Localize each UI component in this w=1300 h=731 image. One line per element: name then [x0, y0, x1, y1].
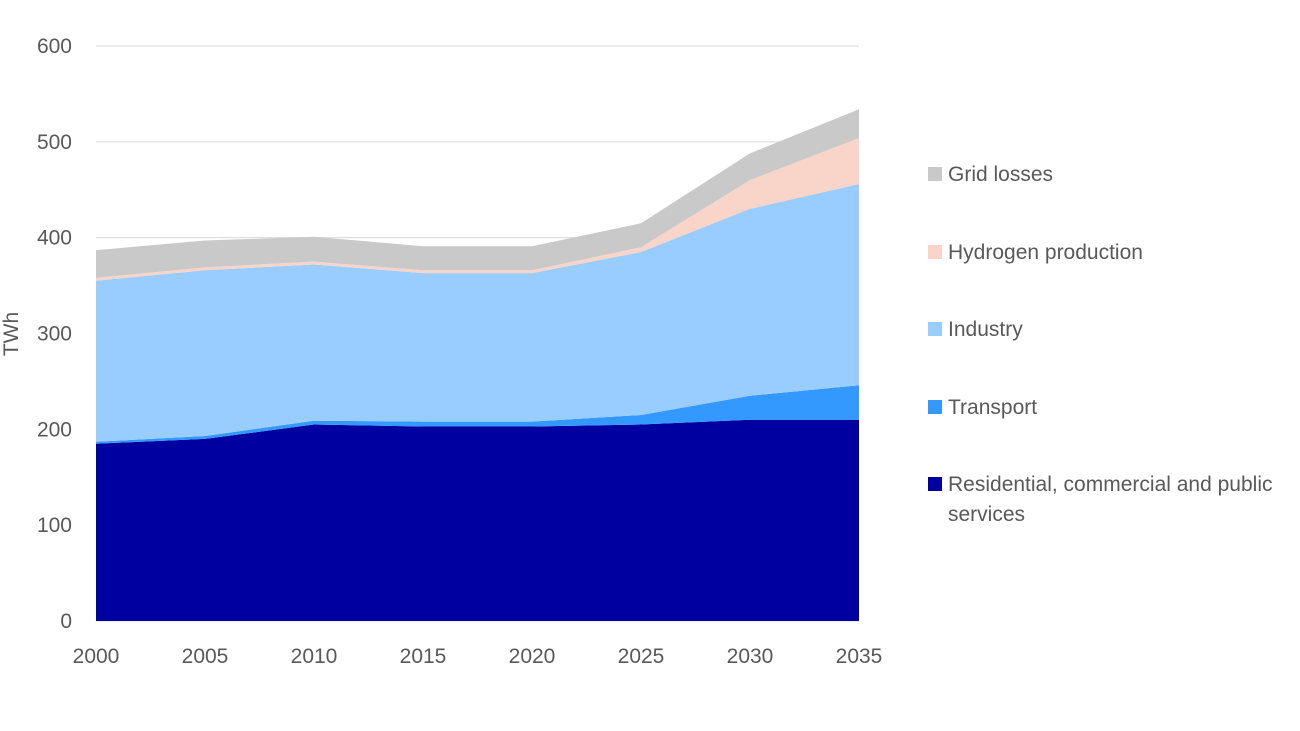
x-tick-label: 2015	[400, 645, 447, 668]
legend-item: Hydrogen production	[928, 238, 1300, 268]
area-series-grid-losses	[96, 109, 859, 278]
legend-label: Residential, commercial and public servi…	[948, 473, 1273, 526]
y-tick-label: 400	[37, 227, 72, 250]
legend-item: Transport	[928, 393, 1300, 423]
area-series-residential-commercial-and-public-services	[96, 419, 859, 621]
y-tick-label: 300	[37, 323, 72, 346]
x-tick-label: 2010	[291, 645, 338, 668]
y-axis-title: TWh	[0, 312, 23, 356]
legend-label: Industry	[948, 318, 1023, 341]
x-tick-label: 2005	[182, 645, 229, 668]
legend-swatch	[928, 322, 942, 336]
legend-label: Transport	[948, 395, 1038, 419]
area-series-transport	[96, 385, 859, 444]
x-axis-tick-labels: 2000 2005 2010 2015 2020 2025 2030 2035	[73, 645, 883, 668]
legend-swatch	[928, 244, 942, 259]
legend-label: Hydrogen production	[948, 240, 1143, 264]
legend-item: Residential, commercial and public servi…	[928, 470, 1300, 530]
x-tick-label: 2035	[836, 645, 883, 668]
y-tick-label: 100	[37, 514, 72, 537]
legend-swatch	[928, 477, 942, 491]
area-series-hydrogen-production	[96, 138, 859, 281]
legend-item: Industry	[928, 315, 1300, 345]
y-axis-tick-labels: 0 100 200 300 400 500 600	[37, 35, 72, 633]
y-tick-label: 600	[37, 35, 72, 58]
x-tick-label: 2000	[73, 645, 120, 668]
y-tick-label: 200	[37, 418, 72, 441]
y-tick-label: 500	[37, 131, 72, 154]
legend-item: Grid losses	[928, 160, 1300, 190]
legend-swatch	[928, 167, 942, 181]
area-series-industry	[96, 184, 859, 442]
legend-swatch	[928, 399, 942, 414]
x-tick-label: 2030	[727, 645, 774, 668]
y-tick-label: 0	[60, 610, 72, 633]
legend-label: Grid losses	[948, 163, 1054, 186]
area-series-group	[96, 109, 859, 621]
x-tick-label: 2020	[509, 645, 556, 668]
x-tick-label: 2025	[618, 645, 665, 668]
